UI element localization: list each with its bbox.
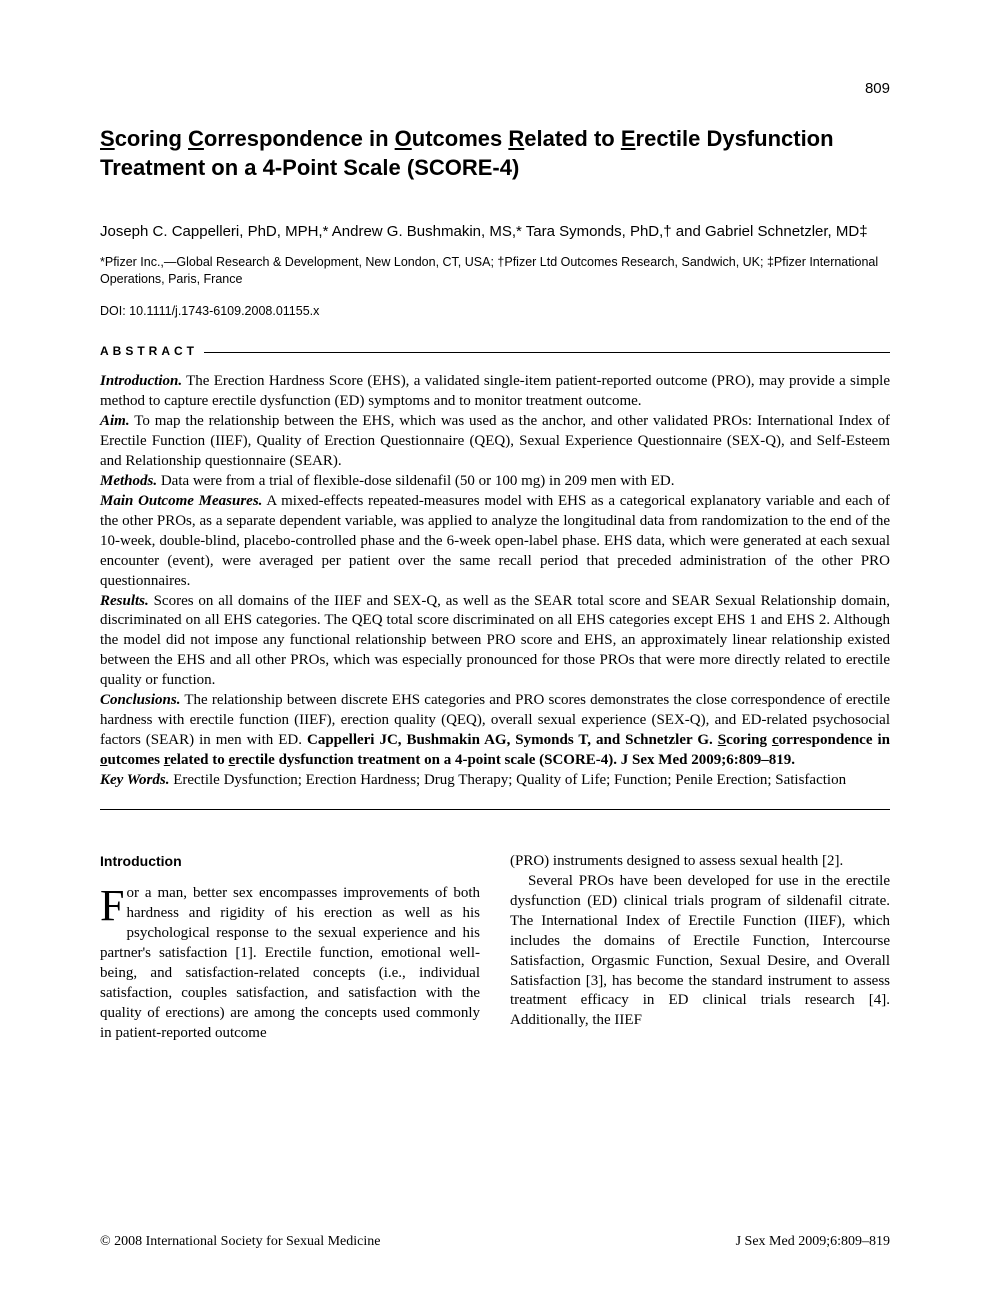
authors: Joseph C. Cappelleri, PhD, MPH,* Andrew … bbox=[100, 222, 890, 242]
journal-page: 809 Scoring Correspondence in Outcomes R… bbox=[0, 0, 990, 1305]
page-number: 809 bbox=[865, 80, 890, 97]
abstract-aim-label: Aim. bbox=[100, 413, 130, 429]
dropcap: F bbox=[100, 884, 126, 924]
keywords-label: Key Words. bbox=[100, 772, 169, 788]
column-right: (PRO) instruments designed to assess sex… bbox=[510, 852, 890, 1044]
abstract-methods-text: Data were from a trial of flexible-dose … bbox=[161, 473, 675, 489]
abstract-results-label: Results. bbox=[100, 593, 149, 609]
abstract-results-text: Scores on all domains of the IIEF and SE… bbox=[100, 593, 890, 689]
page-footer: © 2008 International Society for Sexual … bbox=[100, 1234, 890, 1250]
col1-paragraph-1: or a man, better sex encompasses improve… bbox=[100, 885, 480, 1041]
column-left: Introduction For a man, better sex encom… bbox=[100, 852, 480, 1044]
abstract-bottom-rule bbox=[100, 809, 890, 810]
abstract-concl-label: Conclusions. bbox=[100, 692, 180, 708]
footer-journal-ref: J Sex Med 2009;6:809–819 bbox=[736, 1234, 890, 1250]
keywords-text: Erectile Dysfunction; Erection Hardness;… bbox=[173, 772, 846, 788]
abstract-aim-text: To map the relationship between the EHS,… bbox=[100, 413, 890, 469]
doi: DOI: 10.1111/j.1743-6109.2008.01155.x bbox=[100, 304, 890, 318]
abstract-mom-label: Main Outcome Measures. bbox=[100, 493, 262, 509]
col2-paragraph-2: Several PROs have been developed for use… bbox=[510, 872, 890, 1032]
article-title: Scoring Correspondence in Outcomes Relat… bbox=[100, 125, 890, 182]
affiliations: *Pfizer Inc.,—Global Research & Developm… bbox=[100, 254, 890, 288]
abstract-intro-label: Introduction. bbox=[100, 373, 182, 389]
body-columns: Introduction For a man, better sex encom… bbox=[100, 852, 890, 1044]
abstract-intro-text: The Erection Hardness Score (EHS), a val… bbox=[100, 373, 890, 409]
footer-copyright: © 2008 International Society for Sexual … bbox=[100, 1234, 380, 1250]
abstract-body: Introduction. The Erection Hardness Scor… bbox=[100, 372, 890, 791]
col2-paragraph-1: (PRO) instruments designed to assess sex… bbox=[510, 852, 890, 872]
intro-heading: Introduction bbox=[100, 852, 480, 871]
abstract-heading: ABSTRACT bbox=[100, 344, 890, 358]
abstract-methods-label: Methods. bbox=[100, 473, 157, 489]
